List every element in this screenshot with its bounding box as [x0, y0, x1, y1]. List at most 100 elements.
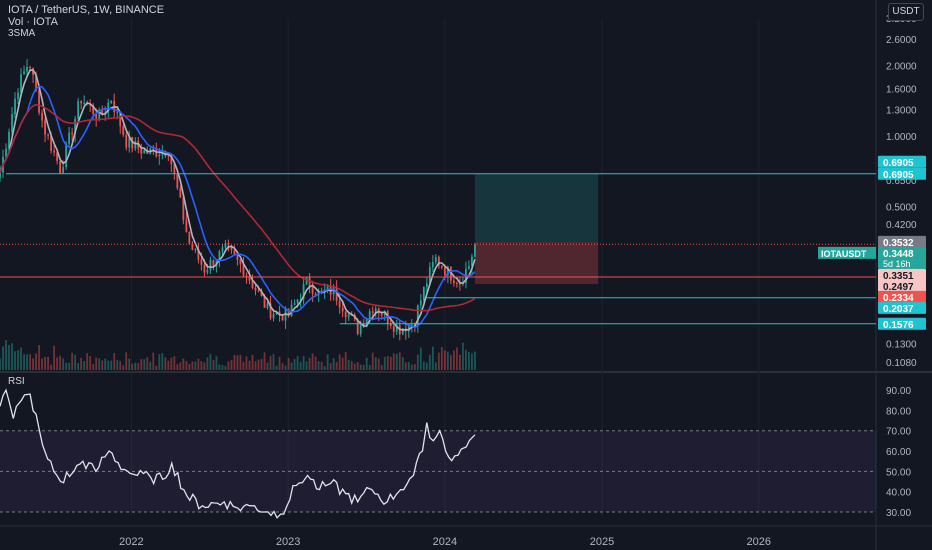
- volume-bar: [471, 353, 473, 370]
- candle-body: [188, 231, 191, 244]
- volume-bar: [143, 359, 146, 370]
- volume-bar: [452, 350, 455, 370]
- position-tool[interactable]: [474, 173, 599, 284]
- time-tick-label: 2025: [590, 536, 614, 548]
- volume-bar: [236, 355, 239, 370]
- volume-bar: [380, 365, 383, 370]
- candle-body: [230, 245, 233, 250]
- candle-body: [365, 318, 368, 327]
- candle-body: [359, 324, 362, 334]
- price-label-text: 0.3448: [883, 249, 914, 260]
- volume-bar: [419, 347, 422, 370]
- volume-bar: [149, 361, 152, 370]
- volume-bar: [8, 345, 10, 370]
- candle-body: [395, 325, 398, 332]
- volume-bar: [272, 354, 275, 370]
- volume-bar: [398, 352, 401, 370]
- symbol-title[interactable]: IOTA / TetherUS, 1W, BINANCE: [8, 4, 165, 16]
- price-tick-label: 1.6000: [886, 84, 917, 95]
- candle-body: [278, 311, 281, 315]
- price-label: 0.1576: [878, 317, 926, 331]
- price-axis[interactable]: 3.20002.60002.00001.60001.30001.00000.80…: [886, 14, 917, 369]
- volume-bar: [89, 356, 92, 370]
- volume-bar: [338, 354, 341, 370]
- volume-bar: [77, 363, 80, 370]
- time-axis[interactable]: 2022 2023 2024 2025 2026: [119, 536, 771, 548]
- candle-body: [152, 148, 155, 150]
- rsi-tick-label: 60.00: [886, 447, 911, 458]
- volume-bar: [302, 356, 305, 370]
- volume-bar: [179, 362, 182, 370]
- price-tick-label: 0.4200: [886, 220, 917, 231]
- volume-bar: [65, 362, 68, 370]
- candle-body: [269, 303, 272, 319]
- candle-body: [266, 303, 269, 308]
- candle-body: [296, 299, 299, 304]
- volume-bar: [299, 361, 302, 370]
- volume-bar: [269, 355, 272, 370]
- candle-body: [380, 313, 383, 316]
- volume-bar: [290, 362, 293, 370]
- candle-body: [434, 256, 437, 263]
- rsi-tick-label: 40.00: [886, 488, 911, 499]
- candle-body: [332, 286, 335, 295]
- symbol-tag-bg: [818, 246, 876, 259]
- volume-bar: [2, 346, 4, 370]
- candle-body: [422, 287, 425, 301]
- price-tick-label: 2.6000: [886, 35, 917, 46]
- volume-bar: [468, 351, 470, 370]
- volume-bar: [29, 354, 31, 370]
- candle-body: [158, 154, 161, 157]
- candle-body: [44, 120, 46, 135]
- candle-body: [71, 132, 74, 135]
- volume-bar: [326, 354, 329, 370]
- volume-bar: [212, 360, 215, 370]
- sma-indicator-label[interactable]: 3SMA: [8, 28, 36, 39]
- volume-bar: [206, 357, 209, 370]
- volume-bar: [383, 356, 386, 370]
- volume-bar: [347, 359, 350, 370]
- volume-bar: [80, 357, 83, 370]
- volume-bar: [410, 364, 413, 370]
- volume-bar: [71, 352, 74, 370]
- volume-bar: [458, 354, 461, 370]
- candle-body: [401, 328, 404, 335]
- candle-body: [233, 249, 236, 255]
- currency-button[interactable]: USDT: [888, 3, 924, 21]
- volume-bar: [23, 354, 25, 370]
- candle-body: [311, 286, 314, 294]
- volume-bar: [59, 355, 62, 370]
- candle-body: [344, 311, 347, 318]
- volume-bar: [368, 364, 371, 370]
- price-tick-label: 0.1080: [886, 358, 917, 369]
- candle-body: [77, 101, 80, 119]
- price-label-text: 0.6905: [883, 170, 914, 181]
- volume-bar: [101, 360, 104, 370]
- volume-bar: [218, 364, 221, 370]
- volume-bar: [377, 358, 380, 370]
- candle-body: [287, 308, 290, 316]
- volume-bar: [401, 357, 404, 370]
- candle-body: [371, 311, 374, 314]
- volume-bar: [185, 361, 188, 370]
- rsi-tick-label: 80.00: [886, 406, 911, 417]
- candle-body: [443, 267, 446, 275]
- price-label: 0.6905: [878, 155, 926, 169]
- candle-body: [206, 270, 209, 273]
- candle-body: [17, 92, 19, 99]
- volume-bar: [395, 353, 398, 370]
- volume-bar: [437, 352, 440, 370]
- candle-body: [197, 249, 200, 260]
- horizontal-lines[interactable]: [0, 173, 876, 325]
- candle-body: [26, 66, 28, 72]
- volume-bar: [404, 362, 407, 370]
- volume-bar: [230, 359, 233, 370]
- volume-bar: [320, 361, 323, 370]
- volume-bar: [341, 357, 344, 370]
- candle-body: [410, 324, 413, 326]
- volume-indicator-label[interactable]: Vol · IOTA: [8, 16, 58, 28]
- volume-bar: [146, 357, 149, 370]
- price-tick-label: 0.6500: [886, 176, 917, 187]
